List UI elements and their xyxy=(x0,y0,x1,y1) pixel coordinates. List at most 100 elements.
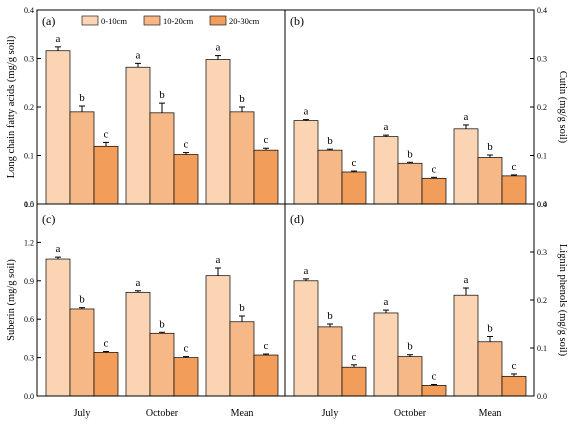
sig-label-d-s0-c0: a xyxy=(304,265,309,277)
ytick-label-d-0: 0.0 xyxy=(537,392,547,401)
sig-label-b-s0-c2: a xyxy=(464,111,469,123)
xtick-right-1: October xyxy=(394,408,427,419)
sig-label-c-s0-c1: a xyxy=(136,277,141,289)
ytick-label-a-4: 0.4 xyxy=(24,6,34,15)
sig-label-a-s0-c1: a xyxy=(136,49,141,61)
bar-c-s2-c0 xyxy=(93,352,119,397)
bar-c-s2-c2 xyxy=(253,354,279,397)
bar-d-s1-c2 xyxy=(477,341,503,397)
sig-label-c-s1-c1: b xyxy=(159,318,165,330)
bar-a-s0-c1 xyxy=(125,66,151,205)
legend-label-0: 0-10cm xyxy=(101,16,127,26)
bar-b-s2-c0 xyxy=(341,171,367,205)
sig-label-c-s2-c2: c xyxy=(264,340,269,352)
bar-b-s2-c1 xyxy=(421,177,447,205)
ytick-label-c-3: 0.9 xyxy=(24,277,34,286)
ytick-label-b-0: 0.0 xyxy=(537,200,547,209)
ytick-label-c-2: 0.6 xyxy=(24,315,34,324)
bar-b-s0-c0 xyxy=(293,120,319,205)
ytick-label-d-4: 0.4 xyxy=(537,200,547,209)
sig-label-a-s1-c0: b xyxy=(79,92,85,104)
sig-label-b-s2-c1: c xyxy=(432,163,437,175)
sig-label-b-s2-c0: c xyxy=(352,157,357,169)
legend-swatch-1 xyxy=(143,15,161,26)
bar-a-s2-c0 xyxy=(93,145,119,205)
sig-label-b-s0-c0: a xyxy=(304,106,309,118)
sig-label-d-s0-c2: a xyxy=(464,274,469,286)
bar-c-s1-c2 xyxy=(229,321,255,397)
sig-label-c-s1-c2: b xyxy=(239,302,245,314)
bar-d-s2-c1 xyxy=(421,385,447,397)
xtick-left-2: Mean xyxy=(231,408,254,419)
legend: 0-10cm 10-20cm 20-30cm xyxy=(81,15,260,26)
panel-label-a: (a) xyxy=(42,14,55,28)
panel-a: 0.0 0.1 0.2 0.3 0.4 a a a b b b c c c xyxy=(24,6,279,209)
bar-d-s2-c2 xyxy=(501,375,527,397)
bar-c-s0-c0 xyxy=(45,258,71,397)
xtick-right-0: July xyxy=(322,408,339,419)
sig-label-c-s0-c0: a xyxy=(56,243,61,255)
bar-d-s1-c0 xyxy=(317,326,343,397)
ytick-label-c-5: 1.5 xyxy=(24,200,34,209)
panel-d: 0.0 0.1 0.2 0.3 0.4 a a a b b b c c c xyxy=(293,200,547,401)
bar-a-s0-c2 xyxy=(205,59,231,205)
panel-label-b: (b) xyxy=(290,14,304,28)
sig-label-b-s1-c1: b xyxy=(407,148,413,160)
bar-b-s1-c0 xyxy=(317,149,343,205)
ytick-label-a-2: 0.2 xyxy=(24,103,34,112)
bar-c-s1-c0 xyxy=(69,308,95,397)
ylabel-a: Long chain fatty acids (mg/g soil) xyxy=(6,35,17,178)
sig-label-c-s1-c0: b xyxy=(79,294,85,306)
bar-d-s0-c2 xyxy=(453,294,479,397)
bar-c-s1-c1 xyxy=(149,332,175,397)
bar-c-s0-c1 xyxy=(125,291,151,397)
sig-label-d-s2-c0: c xyxy=(352,351,357,363)
bar-a-s1-c1 xyxy=(149,112,175,205)
ytick-label-d-2: 0.2 xyxy=(537,296,547,305)
sig-label-a-s1-c2: b xyxy=(239,93,245,105)
sig-label-b-s1-c2: b xyxy=(487,141,493,153)
sig-label-d-s1-c0: b xyxy=(327,310,333,322)
bar-d-s1-c1 xyxy=(397,356,423,397)
bar-d-s0-c0 xyxy=(293,280,319,397)
sig-label-d-s2-c1: c xyxy=(432,370,437,382)
bar-d-s2-c0 xyxy=(341,366,367,397)
bar-b-s1-c1 xyxy=(397,162,423,205)
sig-label-d-s1-c2: b xyxy=(487,322,493,334)
bar-b-s0-c2 xyxy=(453,128,479,205)
panel-label-c: (c) xyxy=(42,212,55,226)
bar-d-s0-c1 xyxy=(373,312,399,397)
ytick-label-a-3: 0.3 xyxy=(24,55,34,64)
sig-label-c-s2-c1: c xyxy=(184,343,189,355)
ytick-label-c-1: 0.3 xyxy=(24,354,34,363)
xtick-left-1: October xyxy=(146,408,179,419)
ytick-label-d-1: 0.1 xyxy=(537,344,547,353)
ytick-label-c-0: 0.0 xyxy=(24,392,34,401)
ytick-label-d-3: 0.3 xyxy=(537,248,547,257)
legend-swatch-2 xyxy=(209,15,227,26)
ytick-label-b-3: 0.3 xyxy=(537,55,547,64)
bar-b-s1-c2 xyxy=(477,157,503,205)
sig-label-b-s0-c1: a xyxy=(384,121,389,133)
sig-label-a-s0-c2: a xyxy=(216,42,221,54)
xtick-left-0: July xyxy=(74,408,91,419)
sig-label-a-s2-c1: c xyxy=(184,139,189,151)
panel-b: 0.0 0.1 0.2 0.3 0.4 a a a b b b c c c xyxy=(293,6,547,209)
sig-label-a-s2-c2: c xyxy=(264,134,269,146)
sig-label-c-s2-c0: c xyxy=(104,337,109,349)
legend-label-1: 10-20cm xyxy=(163,16,194,26)
bar-b-s2-c2 xyxy=(501,175,527,205)
ytick-label-c-4: 1.2 xyxy=(24,238,34,247)
ytick-label-a-0: 0.0 xyxy=(24,200,34,209)
bar-c-s0-c2 xyxy=(205,275,231,397)
ytick-label-a-1: 0.1 xyxy=(24,152,34,161)
legend-label-2: 20-30cm xyxy=(229,16,260,26)
sig-label-b-s1-c0: b xyxy=(327,135,333,147)
legend-swatch-0 xyxy=(81,15,99,26)
panel-label-d: (d) xyxy=(290,212,304,226)
sig-label-d-s0-c1: a xyxy=(384,296,389,308)
sig-label-d-s2-c2: c xyxy=(512,360,517,372)
ytick-label-b-4: 0.4 xyxy=(537,6,547,15)
ytick-label-b-2: 0.2 xyxy=(537,103,547,112)
